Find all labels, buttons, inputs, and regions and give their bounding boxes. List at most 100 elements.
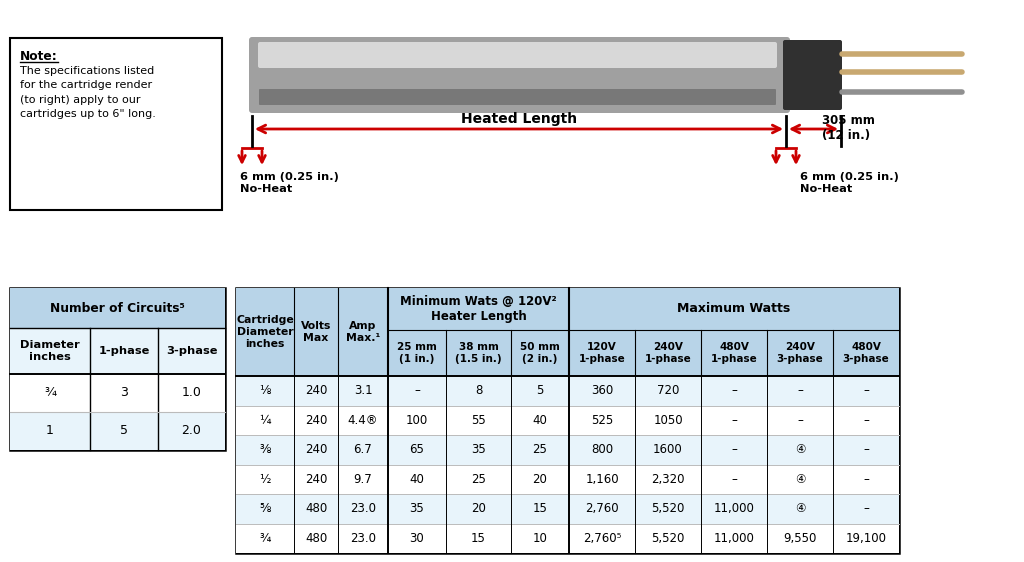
FancyBboxPatch shape xyxy=(236,406,899,435)
FancyBboxPatch shape xyxy=(236,288,899,553)
Text: 360: 360 xyxy=(591,384,613,397)
FancyBboxPatch shape xyxy=(236,465,899,494)
Text: 40: 40 xyxy=(410,473,424,486)
Text: 480V
1-phase: 480V 1-phase xyxy=(711,342,758,364)
Text: 2,320: 2,320 xyxy=(651,473,685,486)
Text: 1600: 1600 xyxy=(653,443,683,456)
Text: –: – xyxy=(863,443,869,456)
Text: 38 mm
(1.5 in.): 38 mm (1.5 in.) xyxy=(456,342,502,364)
Text: 35: 35 xyxy=(471,443,485,456)
Text: –: – xyxy=(797,384,803,397)
FancyBboxPatch shape xyxy=(236,288,899,376)
Text: 6 mm (0.25 in.)
No-Heat: 6 mm (0.25 in.) No-Heat xyxy=(240,172,339,193)
Text: 11,000: 11,000 xyxy=(714,532,755,545)
Text: 5: 5 xyxy=(537,384,544,397)
Text: ④: ④ xyxy=(795,502,805,515)
Text: 800: 800 xyxy=(591,443,613,456)
Text: 50 mm
(2 in.): 50 mm (2 in.) xyxy=(520,342,560,364)
Text: 20: 20 xyxy=(532,473,548,486)
Text: 240: 240 xyxy=(305,443,328,456)
Text: Maximum Watts: Maximum Watts xyxy=(677,302,791,315)
Text: Diameter
inches: Diameter inches xyxy=(20,340,80,362)
FancyBboxPatch shape xyxy=(10,288,225,328)
Text: 1: 1 xyxy=(46,424,54,437)
Text: 35: 35 xyxy=(410,502,424,515)
Text: 2,760⁵: 2,760⁵ xyxy=(583,532,622,545)
Text: 11,000: 11,000 xyxy=(714,502,755,515)
Text: 5: 5 xyxy=(120,424,128,437)
Text: The specifications listed
for the cartridge render
(to right) apply to our
cartr: The specifications listed for the cartri… xyxy=(20,66,156,119)
Text: 40: 40 xyxy=(532,414,548,427)
Text: 2.0: 2.0 xyxy=(181,424,202,437)
FancyBboxPatch shape xyxy=(236,494,899,523)
Text: 240V
3-phase: 240V 3-phase xyxy=(776,342,823,364)
Text: 3: 3 xyxy=(120,387,128,400)
Text: 720: 720 xyxy=(656,384,679,397)
Text: 100: 100 xyxy=(406,414,428,427)
Text: ④: ④ xyxy=(795,443,805,456)
Text: Note:: Note: xyxy=(20,50,57,63)
Text: 55: 55 xyxy=(471,414,485,427)
Text: ④: ④ xyxy=(795,473,805,486)
Text: –: – xyxy=(731,443,737,456)
Text: –: – xyxy=(731,384,737,397)
FancyBboxPatch shape xyxy=(236,376,899,406)
Text: ¾: ¾ xyxy=(259,532,270,545)
Text: 6.7: 6.7 xyxy=(353,443,373,456)
Text: 240: 240 xyxy=(305,384,328,397)
FancyBboxPatch shape xyxy=(10,38,222,210)
FancyBboxPatch shape xyxy=(10,412,225,450)
Text: Minimum Wats @ 120V²
Heater Length: Minimum Wats @ 120V² Heater Length xyxy=(400,295,557,323)
Text: 15: 15 xyxy=(471,532,486,545)
Text: 240V
1-phase: 240V 1-phase xyxy=(645,342,691,364)
Text: 5,520: 5,520 xyxy=(651,502,685,515)
Text: 240: 240 xyxy=(305,414,328,427)
Text: 65: 65 xyxy=(410,443,424,456)
Text: ½: ½ xyxy=(259,473,270,486)
FancyBboxPatch shape xyxy=(258,42,777,68)
Text: 6 mm (0.25 in.)
No-Heat: 6 mm (0.25 in.) No-Heat xyxy=(800,172,899,193)
Text: ⅝: ⅝ xyxy=(259,502,270,515)
Text: 23.0: 23.0 xyxy=(350,532,376,545)
Text: 8: 8 xyxy=(475,384,482,397)
Text: 3.1: 3.1 xyxy=(353,384,373,397)
FancyBboxPatch shape xyxy=(10,328,225,374)
Text: Cartridge
Diameter
inches: Cartridge Diameter inches xyxy=(237,315,294,348)
FancyBboxPatch shape xyxy=(249,37,790,113)
Text: –: – xyxy=(797,414,803,427)
FancyBboxPatch shape xyxy=(236,523,899,553)
Text: 9,550: 9,550 xyxy=(783,532,817,545)
Text: –: – xyxy=(414,384,420,397)
Text: 1.0: 1.0 xyxy=(181,387,202,400)
FancyBboxPatch shape xyxy=(10,288,225,450)
Text: 25: 25 xyxy=(471,473,486,486)
Text: 480: 480 xyxy=(305,502,327,515)
Text: 23.0: 23.0 xyxy=(350,502,376,515)
Text: 3-phase: 3-phase xyxy=(166,346,217,356)
Text: –: – xyxy=(863,502,869,515)
Text: 1,160: 1,160 xyxy=(585,473,618,486)
FancyBboxPatch shape xyxy=(10,374,225,412)
Text: –: – xyxy=(863,384,869,397)
Text: –: – xyxy=(731,414,737,427)
Text: ¾: ¾ xyxy=(44,387,56,400)
Text: 5,520: 5,520 xyxy=(651,532,685,545)
Text: ⅜: ⅜ xyxy=(259,443,270,456)
Text: 20: 20 xyxy=(471,502,486,515)
Text: 480V
3-phase: 480V 3-phase xyxy=(843,342,890,364)
Text: 4.4®: 4.4® xyxy=(348,414,378,427)
Text: –: – xyxy=(863,473,869,486)
Text: Number of Circuits⁵: Number of Circuits⁵ xyxy=(50,301,185,315)
Text: 15: 15 xyxy=(532,502,548,515)
Text: ⅛: ⅛ xyxy=(259,384,270,397)
Text: 480: 480 xyxy=(305,532,327,545)
Text: 525: 525 xyxy=(591,414,613,427)
Text: 30: 30 xyxy=(410,532,424,545)
Text: –: – xyxy=(731,473,737,486)
Text: 19,100: 19,100 xyxy=(846,532,887,545)
Text: 240: 240 xyxy=(305,473,328,486)
Text: 25 mm
(1 in.): 25 mm (1 in.) xyxy=(397,342,437,364)
Text: 1050: 1050 xyxy=(653,414,683,427)
Text: 1-phase: 1-phase xyxy=(98,346,150,356)
FancyBboxPatch shape xyxy=(236,435,899,465)
